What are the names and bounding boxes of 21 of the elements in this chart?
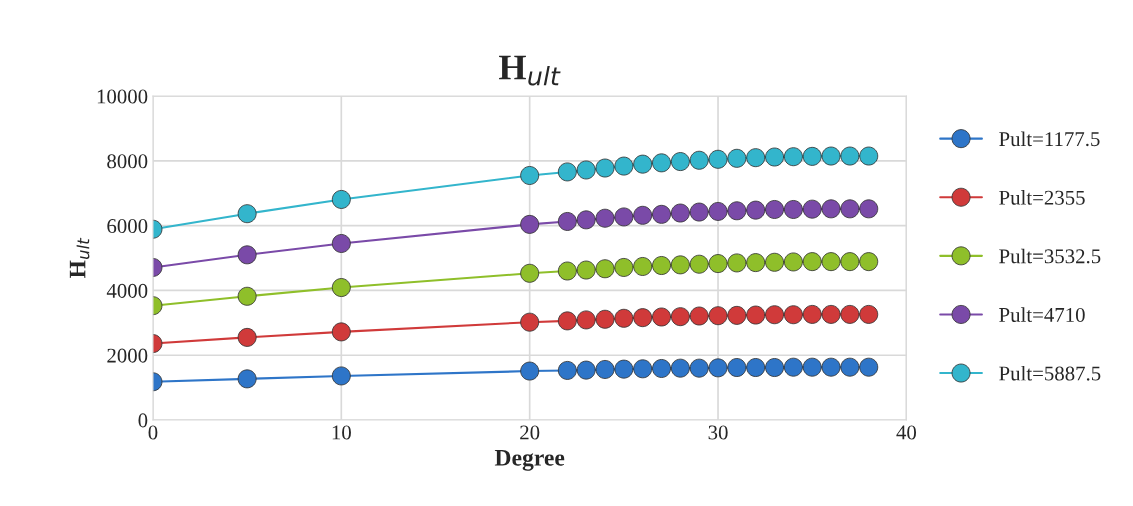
y-tick-label: 0 bbox=[138, 413, 148, 428]
legend-label: Pult=3532.5 bbox=[999, 248, 1101, 264]
x-axis-title: Degree bbox=[494, 450, 565, 471]
legend-label: Pult=2355 bbox=[999, 190, 1085, 205]
point bbox=[576, 210, 596, 230]
chart-title: H$_{ult}$ bbox=[499, 55, 561, 86]
y-axis-title: H$_{ult}$ bbox=[69, 237, 90, 279]
y-tick-label: 4000 bbox=[106, 283, 148, 298]
y-tick-label: 2000 bbox=[107, 348, 148, 363]
x-tick-label: 40 bbox=[896, 425, 917, 440]
x-tick-label: 30 bbox=[708, 425, 728, 440]
y-tick-label: 8000 bbox=[107, 154, 148, 169]
legend-label: Pult=4710 bbox=[999, 307, 1085, 322]
y-tick-label: 10000 bbox=[97, 89, 148, 104]
x-tick-label: 20 bbox=[520, 425, 540, 440]
legend-label: Pult=5887.5 bbox=[999, 365, 1101, 381]
x-tick-label: 0 bbox=[148, 425, 158, 440]
legend-label: Pult=1177.5 bbox=[999, 131, 1100, 147]
y-tick-label: 6000 bbox=[107, 219, 148, 234]
point bbox=[576, 160, 596, 180]
x-tick-label: 10 bbox=[332, 425, 351, 440]
